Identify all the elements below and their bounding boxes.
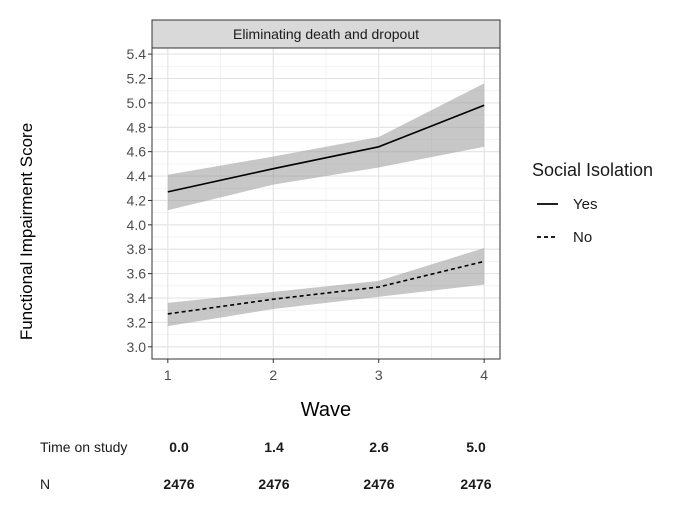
confidence-band-yes: [167, 83, 485, 211]
y-tick-label: 3.6: [127, 266, 147, 282]
y-axis: 3.0 3.2 3.4 3.6 3.8 4.0 4.2 4.4 4.6 4.8 5.0 5.2 5.4: [127, 46, 152, 355]
y-tick-label: 4.4: [127, 168, 147, 184]
y-tick-label: 3.2: [127, 314, 147, 330]
confidence-band-no: [167, 248, 485, 327]
panel-border: [151, 47, 501, 360]
y-tick-label: 5.4: [127, 46, 147, 62]
y-tick-label: 4.6: [127, 144, 147, 160]
y-tick-label: 3.8: [127, 241, 147, 257]
risk-row-label: Time on study: [40, 439, 127, 455]
legend-label-no: No: [573, 229, 592, 246]
x-tick-label: 1: [164, 367, 172, 383]
risk-table: Time on study 0.0 1.4 2.6 5.0 N 2476 2476 2476 24…: [40, 439, 492, 492]
risk-row-label: N: [40, 476, 50, 492]
y-tick-label: 4.0: [127, 217, 147, 233]
y-tick-label: 3.4: [127, 290, 147, 306]
y-tick-label: 3.0: [127, 339, 147, 355]
plot-panel: [151, 47, 501, 360]
legend-title: Social Isolation: [532, 160, 653, 180]
x-axis-title: Wave: [301, 399, 351, 421]
facet-strip: [151, 19, 501, 49]
series-line-no: [167, 260, 485, 315]
y-axis-title: Functional Impairment Score: [17, 123, 36, 340]
risk-cell: 1.4: [264, 439, 284, 455]
x-tick-label: 3: [375, 367, 383, 383]
y-tick-label: 5.0: [127, 95, 147, 111]
risk-cell: 0.0: [169, 439, 189, 455]
y-tick-label: 4.8: [127, 119, 147, 135]
series-line-yes: [167, 104, 485, 193]
risk-cell: 2476: [258, 476, 289, 492]
risk-cell: 2476: [460, 476, 491, 492]
risk-cell: 2.6: [369, 439, 389, 455]
y-tick-label: 5.2: [127, 70, 147, 86]
risk-cell: 5.0: [466, 439, 486, 455]
risk-cell: 2476: [363, 476, 394, 492]
legend-label-yes: Yes: [573, 196, 597, 213]
risk-cell: 2476: [163, 476, 194, 492]
y-tick-label: 4.2: [127, 192, 147, 208]
facet-strip-title: Eliminating death and dropout: [233, 26, 419, 42]
x-axis: 1 2 3 4: [164, 359, 488, 383]
x-tick-label: 2: [269, 367, 277, 383]
legend: Social Isolation Yes No: [532, 160, 653, 246]
x-tick-label: 4: [480, 367, 488, 383]
